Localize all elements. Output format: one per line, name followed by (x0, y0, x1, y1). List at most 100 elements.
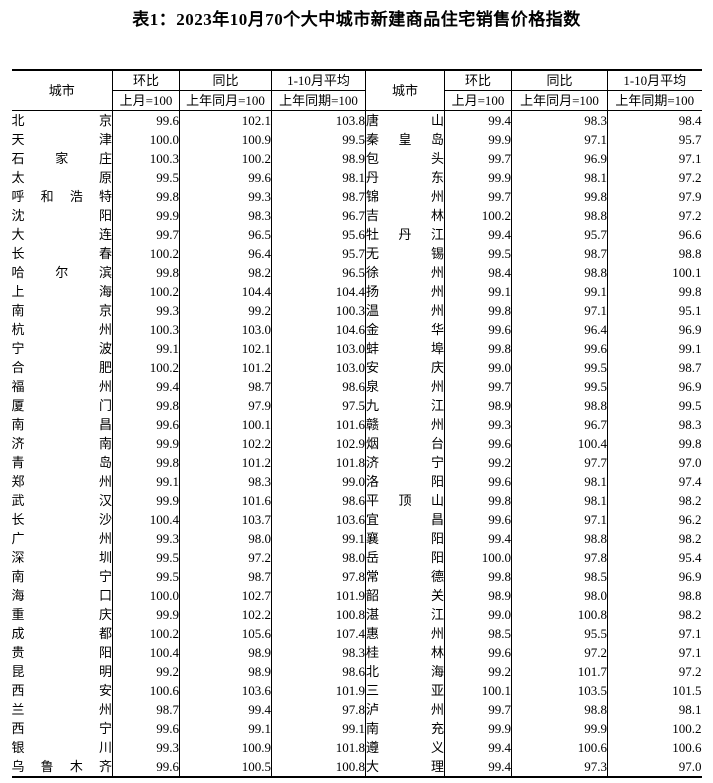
table-row: 厦门 99.8 97.9 97.5 九江 98.9 98.8 99.5 (11, 396, 702, 415)
index-value-cell: 99.1 (112, 472, 180, 491)
table-row: 重庆 99.9 102.2 100.8 湛江 99.0 100.8 98.2 (11, 605, 702, 624)
index-value-cell: 99.8 (444, 339, 512, 358)
index-value-cell: 98.1 (511, 472, 608, 491)
index-value-cell: 98.6 (271, 662, 366, 681)
index-value-cell: 99.6 (444, 472, 512, 491)
index-value-cell: 99.8 (607, 282, 702, 301)
index-value-cell: 100.6 (511, 738, 608, 757)
index-value-cell: 95.7 (607, 130, 702, 149)
index-value-cell: 98.2 (607, 529, 702, 548)
city-name: 呼和浩特 (11, 189, 112, 204)
index-value-cell: 99.8 (112, 453, 180, 472)
table-row: 郑州 99.1 98.3 99.0 洛阳 99.6 98.1 97.4 (11, 472, 702, 491)
table-row: 福州 99.4 98.7 98.6 泉州 99.7 99.5 96.9 (11, 377, 702, 396)
city-cell: 赣州 (365, 415, 445, 434)
index-value-cell: 98.6 (271, 377, 366, 396)
table-row: 石家庄 100.3 100.2 98.9 包头 99.7 96.9 97.1 (11, 149, 702, 168)
index-value-cell: 95.4 (607, 548, 702, 567)
index-value-cell: 99.1 (271, 719, 366, 738)
index-value-cell: 99.0 (271, 472, 366, 491)
index-value-cell: 103.6 (179, 681, 272, 700)
table-row: 大连 99.7 96.5 95.6 牡丹江 99.4 95.7 96.6 (11, 225, 702, 244)
index-value-cell: 99.2 (179, 301, 272, 320)
index-value-cell: 98.0 (271, 548, 366, 567)
city-name: 上海 (11, 284, 112, 299)
city-cell: 银川 (11, 738, 113, 757)
city-name: 徐州 (366, 265, 444, 280)
index-value-cell: 96.7 (271, 206, 366, 225)
index-value-cell: 99.5 (112, 168, 180, 187)
index-value-cell: 107.4 (271, 624, 366, 643)
index-value-cell: 100.3 (112, 149, 180, 168)
city-cell: 宜昌 (365, 510, 445, 529)
table-row: 南京 99.3 99.2 100.3 温州 99.8 97.1 95.1 (11, 301, 702, 320)
index-value-cell: 98.9 (444, 586, 512, 605)
city-name: 重庆 (11, 607, 112, 622)
index-value-cell: 99.6 (444, 510, 512, 529)
index-value-cell: 99.4 (444, 529, 512, 548)
index-value-cell: 97.9 (607, 187, 702, 206)
index-value-cell: 100.5 (179, 757, 272, 777)
city-cell: 包头 (365, 149, 445, 168)
index-value-cell: 100.0 (112, 586, 180, 605)
table-row: 杭州 100.3 103.0 104.6 金华 99.6 96.4 96.9 (11, 320, 702, 339)
city-name: 宜昌 (366, 512, 444, 527)
city-cell: 贵阳 (11, 643, 113, 662)
city-name: 南宁 (11, 569, 112, 584)
city-name: 哈尔滨 (11, 265, 112, 280)
table-row: 哈尔滨 99.8 98.2 96.5 徐州 98.4 98.8 100.1 (11, 263, 702, 282)
city-name: 常德 (366, 569, 444, 584)
table-row: 长春 100.2 96.4 95.7 无锡 99.5 98.7 98.8 (11, 244, 702, 263)
index-value-cell: 98.7 (511, 244, 608, 263)
index-value-cell: 99.1 (607, 339, 702, 358)
city-name: 兰州 (11, 702, 112, 717)
index-value-cell: 101.2 (179, 358, 272, 377)
index-value-cell: 98.5 (444, 624, 512, 643)
index-value-cell: 99.6 (112, 110, 180, 130)
index-value-cell: 103.7 (179, 510, 272, 529)
index-value-cell: 98.7 (179, 567, 272, 586)
index-value-cell: 99.6 (179, 168, 272, 187)
index-value-cell: 98.8 (607, 244, 702, 263)
index-value-cell: 101.6 (179, 491, 272, 510)
city-name: 金华 (366, 322, 444, 337)
price-index-table: 城市 环比 同比 1-10月平均 城市 环比 同比 1-10月平均 上月=100… (11, 69, 702, 778)
city-cell: 遵义 (365, 738, 445, 757)
city-name: 长沙 (11, 512, 112, 527)
city-name: 安庆 (366, 360, 444, 375)
index-value-cell: 96.5 (179, 225, 272, 244)
index-value-cell: 97.0 (607, 453, 702, 472)
index-value-cell: 104.6 (271, 320, 366, 339)
city-cell: 重庆 (11, 605, 113, 624)
index-value-cell: 100.4 (112, 643, 180, 662)
index-value-cell: 100.2 (112, 282, 180, 301)
index-value-cell: 101.8 (271, 453, 366, 472)
city-cell: 济南 (11, 434, 113, 453)
city-cell: 石家庄 (11, 149, 113, 168)
index-value-cell: 99.1 (511, 282, 608, 301)
city-name: 九江 (366, 398, 444, 413)
city-name: 蚌埠 (366, 341, 444, 356)
index-value-cell: 96.9 (607, 377, 702, 396)
city-cell: 烟台 (365, 434, 445, 453)
index-value-cell: 99.5 (511, 358, 608, 377)
index-value-cell: 99.5 (271, 130, 366, 149)
city-name: 遵义 (366, 740, 444, 755)
city-name: 无锡 (366, 246, 444, 261)
index-value-cell: 97.2 (179, 548, 272, 567)
index-value-cell: 97.8 (271, 567, 366, 586)
index-value-cell: 99.9 (112, 206, 180, 225)
city-cell: 岳阳 (365, 548, 445, 567)
table-row: 上海 100.2 104.4 104.4 扬州 99.1 99.1 99.8 (11, 282, 702, 301)
city-name: 郑州 (11, 474, 112, 489)
index-value-cell: 98.1 (511, 168, 608, 187)
index-value-cell: 99.8 (112, 396, 180, 415)
city-name: 沈阳 (11, 208, 112, 223)
index-value-cell: 97.5 (271, 396, 366, 415)
index-value-cell: 99.8 (511, 187, 608, 206)
city-cell: 郑州 (11, 472, 113, 491)
city-cell: 徐州 (365, 263, 445, 282)
index-value-cell: 99.8 (607, 434, 702, 453)
city-cell: 青岛 (11, 453, 113, 472)
city-name: 北京 (11, 113, 112, 128)
